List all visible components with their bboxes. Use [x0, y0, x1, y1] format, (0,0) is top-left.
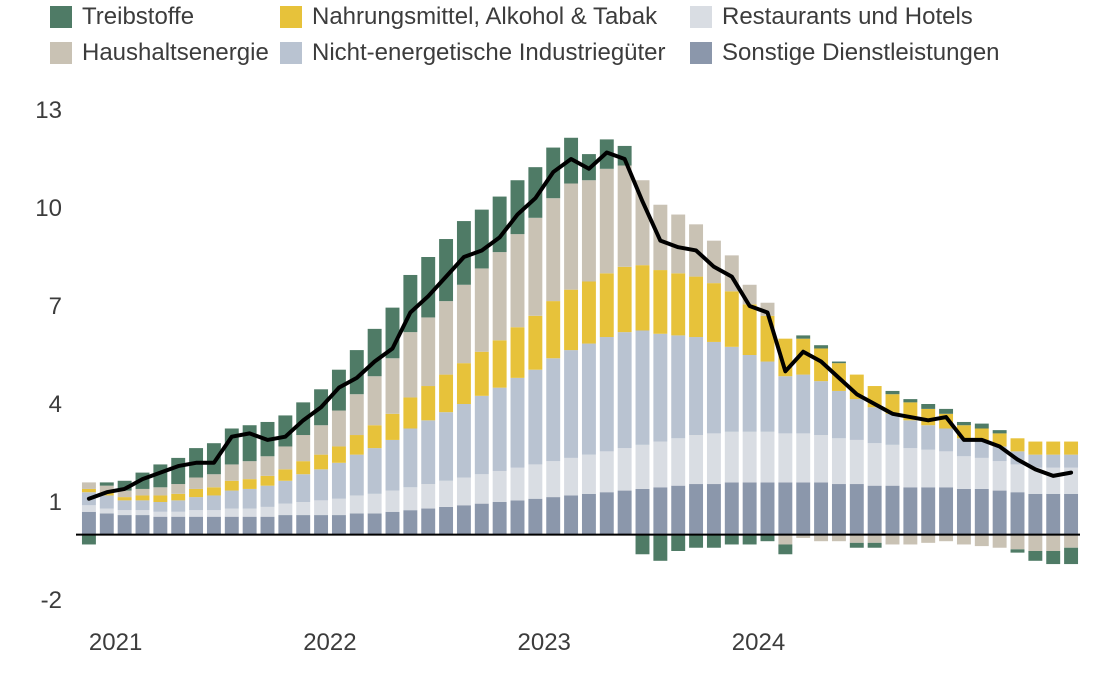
- svg-text:Nicht-energetische Industriegü: Nicht-energetische Industriegüter: [312, 39, 666, 66]
- svg-text:4: 4: [49, 391, 62, 418]
- svg-text:13: 13: [35, 97, 62, 124]
- chart-container: Treibstoffe Nahrungsmittel, Alkohol & Tab…: [0, 0, 1104, 674]
- svg-text:2024: 2024: [732, 629, 785, 656]
- svg-text:7: 7: [49, 293, 62, 320]
- svg-text:2023: 2023: [518, 629, 571, 656]
- svg-text:Restaurants und Hotels: Restaurants und Hotels: [722, 3, 973, 30]
- svg-text:Haushaltsenergie: Haushaltsenergie: [82, 39, 269, 66]
- svg-text:Nahrungsmittel, Alkohol & Taba: Nahrungsmittel, Alkohol & Tabak: [312, 3, 658, 30]
- svg-text:2021: 2021: [89, 629, 142, 656]
- chart-svg: Treibstoffe Nahrungsmittel, Alkohol & Tab…: [0, 0, 1104, 674]
- svg-text:Treibstoffe: Treibstoffe: [82, 3, 194, 30]
- svg-text:1: 1: [49, 489, 62, 516]
- svg-text:Sonstige Dienstleistungen: Sonstige Dienstleistungen: [722, 39, 1000, 66]
- svg-text:-2: -2: [41, 587, 62, 614]
- svg-text:10: 10: [35, 195, 62, 222]
- svg-text:2022: 2022: [303, 629, 356, 656]
